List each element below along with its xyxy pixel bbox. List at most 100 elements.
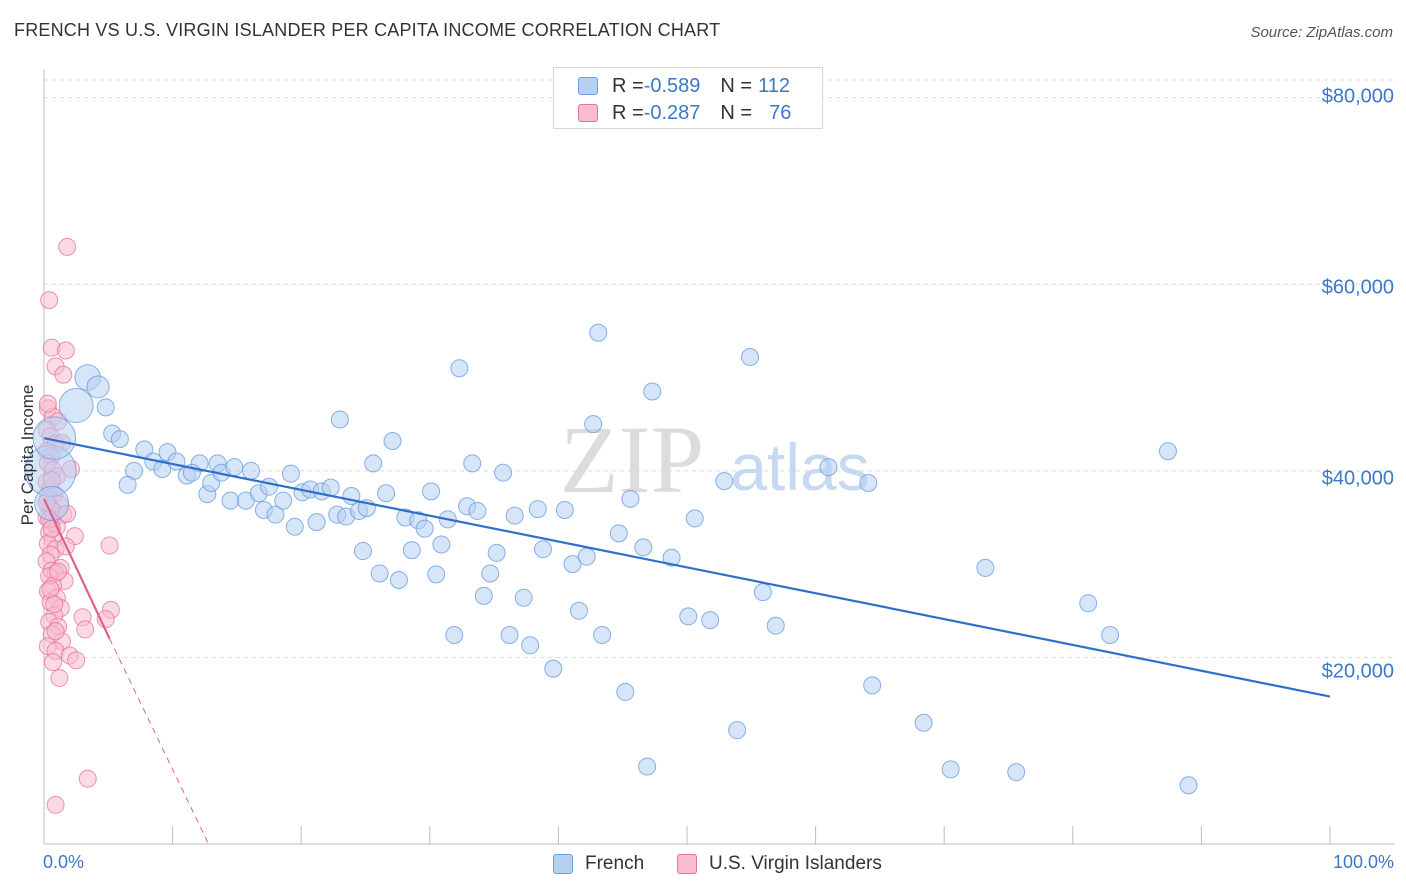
usvi-point bbox=[46, 622, 65, 641]
french-point bbox=[766, 616, 785, 635]
french-point bbox=[422, 482, 441, 501]
x-tick-label-end: 100.0% bbox=[1332, 852, 1394, 872]
french-point bbox=[415, 519, 434, 538]
legend-r-value: -0.589 bbox=[643, 74, 701, 97]
legend-row-usvi: R = -0.287 N = 76 bbox=[578, 101, 791, 125]
usvi-point bbox=[49, 562, 68, 581]
trend-lines bbox=[43, 437, 1331, 845]
stats-legend: R = -0.589 N = 112 R = -0.287 N = 76 bbox=[553, 67, 823, 129]
usvi-trend-line-extension bbox=[109, 638, 210, 845]
usvi-series bbox=[37, 237, 120, 814]
french-point bbox=[221, 491, 240, 510]
usvi-point bbox=[44, 653, 63, 672]
french-point bbox=[976, 558, 995, 577]
french-point bbox=[863, 676, 882, 695]
french-trend-line bbox=[43, 437, 1331, 698]
french-point bbox=[643, 382, 662, 401]
french-point bbox=[728, 721, 747, 740]
french-point bbox=[118, 475, 137, 494]
legend-n-label: N = bbox=[720, 101, 753, 124]
usvi-point bbox=[46, 795, 65, 814]
french-point bbox=[167, 452, 186, 471]
french-point bbox=[370, 564, 389, 583]
usvi-trend-line bbox=[43, 498, 111, 640]
french-point bbox=[389, 570, 408, 589]
watermark-atlas: atlas bbox=[730, 430, 869, 504]
french-point bbox=[468, 501, 487, 520]
french-point bbox=[427, 565, 446, 584]
y-tick-label: $20,000 bbox=[1321, 660, 1394, 683]
usvi-point bbox=[100, 536, 119, 555]
french-point bbox=[609, 524, 628, 543]
usvi-point bbox=[40, 291, 59, 310]
source-label: Source: ZipAtlas.com bbox=[1250, 24, 1393, 41]
french-point bbox=[679, 607, 698, 626]
legend-r-label: R = bbox=[612, 101, 644, 124]
y-tick-label: $40,000 bbox=[1321, 467, 1394, 490]
french-point bbox=[859, 473, 878, 492]
french-point bbox=[463, 454, 482, 473]
watermark: ZIP atlas bbox=[560, 406, 870, 513]
french-point bbox=[225, 458, 244, 477]
french-point bbox=[753, 583, 772, 602]
french-point bbox=[638, 757, 657, 776]
axes bbox=[43, 70, 1395, 845]
french-point bbox=[86, 375, 110, 399]
french-point bbox=[383, 431, 402, 450]
french-point bbox=[494, 463, 513, 482]
french-point bbox=[741, 348, 760, 367]
french-point bbox=[242, 461, 261, 480]
french-point bbox=[432, 535, 451, 554]
legend-n-value: 112 bbox=[758, 74, 790, 97]
usvi-legend-swatch bbox=[677, 854, 697, 874]
french-point bbox=[353, 542, 372, 561]
y-axis-label: Per Capita Income bbox=[18, 384, 37, 526]
french-legend-label: French bbox=[585, 853, 645, 874]
french-legend-swatch bbox=[553, 854, 573, 874]
french-swatch bbox=[578, 77, 598, 95]
legend-r-value: -0.287 bbox=[643, 101, 701, 124]
french-point bbox=[34, 485, 70, 521]
french-point bbox=[555, 501, 574, 520]
series-legend-usvi: U.S. Virgin Islanders bbox=[677, 851, 882, 877]
french-point bbox=[402, 541, 421, 560]
french-point bbox=[96, 398, 115, 417]
french-point bbox=[521, 636, 540, 655]
y-tick-label: $60,000 bbox=[1321, 276, 1394, 299]
french-point bbox=[1158, 442, 1177, 461]
french-series bbox=[24, 323, 1198, 795]
usvi-swatch bbox=[578, 104, 598, 122]
french-point bbox=[487, 543, 506, 562]
french-point bbox=[445, 626, 464, 645]
french-point bbox=[281, 464, 300, 483]
french-point bbox=[500, 626, 519, 645]
french-point bbox=[544, 659, 563, 678]
usvi-point bbox=[45, 595, 64, 614]
french-point bbox=[377, 484, 396, 503]
french-point bbox=[474, 586, 493, 605]
french-point bbox=[32, 416, 77, 460]
french-point bbox=[514, 588, 533, 607]
french-point bbox=[1179, 776, 1198, 795]
french-point bbox=[819, 458, 838, 477]
french-point bbox=[701, 611, 720, 630]
french-point bbox=[450, 359, 469, 378]
french-point bbox=[364, 454, 383, 473]
french-point bbox=[593, 626, 612, 645]
usvi-point bbox=[54, 365, 73, 384]
french-point bbox=[266, 505, 285, 524]
french-point bbox=[110, 430, 129, 449]
french-point bbox=[1101, 626, 1120, 645]
french-point bbox=[715, 472, 734, 491]
usvi-point bbox=[58, 237, 77, 256]
legend-row-french: R = -0.589 N = 112 bbox=[578, 74, 790, 98]
usvi-point bbox=[76, 620, 95, 639]
french-point bbox=[153, 459, 172, 478]
french-point bbox=[58, 388, 94, 424]
french-point bbox=[505, 506, 524, 525]
french-point bbox=[274, 491, 293, 510]
french-point bbox=[941, 760, 960, 779]
french-point bbox=[260, 477, 279, 496]
french-point bbox=[621, 489, 640, 508]
french-point bbox=[914, 713, 933, 732]
